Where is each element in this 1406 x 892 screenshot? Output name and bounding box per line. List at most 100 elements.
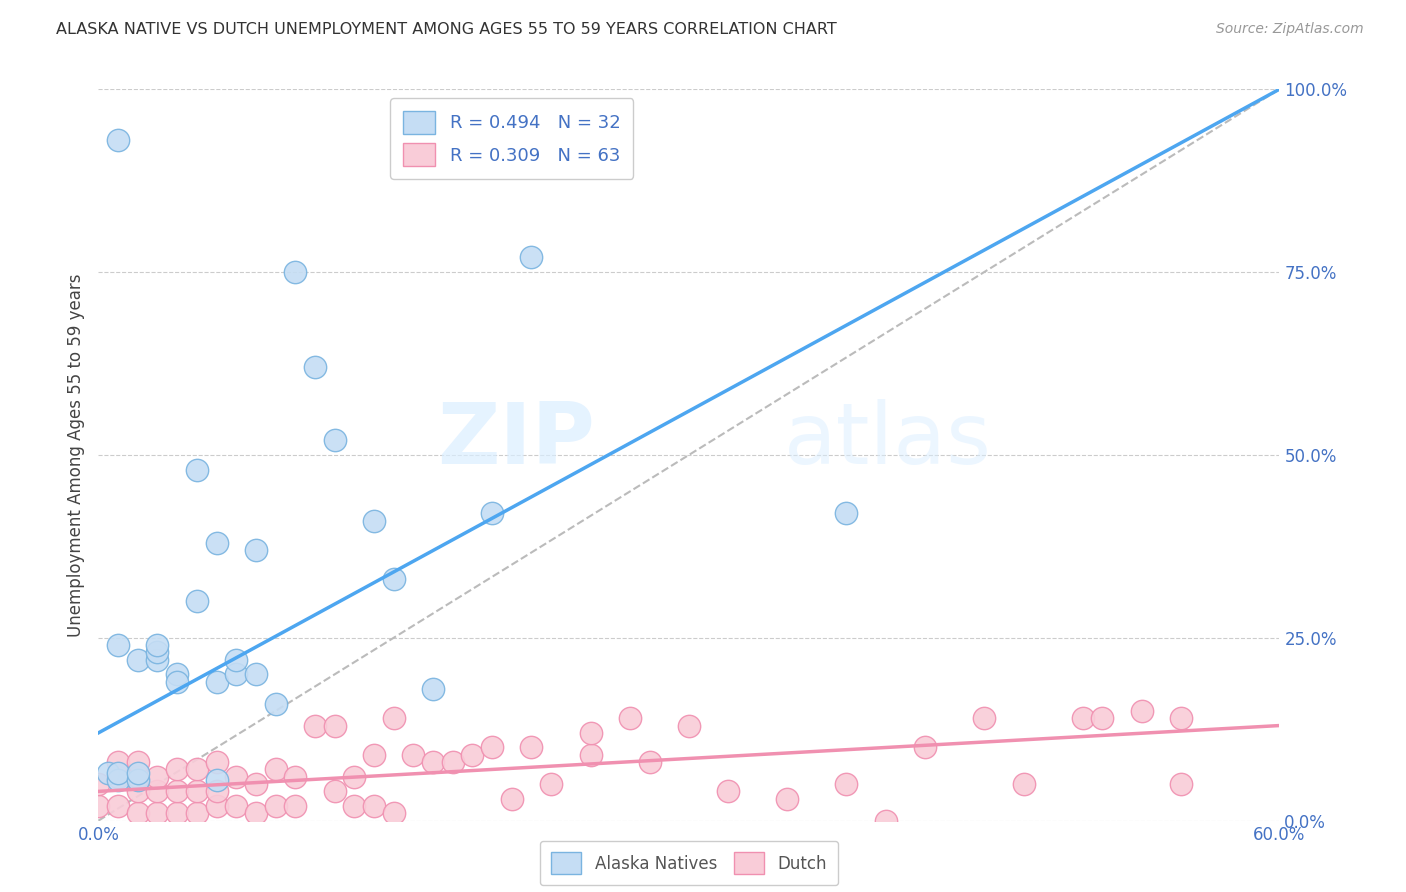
Point bbox=[323, 784, 346, 798]
Point bbox=[973, 711, 995, 725]
Point bbox=[264, 799, 287, 814]
Point bbox=[205, 674, 228, 689]
Point bbox=[107, 638, 129, 652]
Point bbox=[127, 770, 149, 784]
Point bbox=[127, 806, 149, 821]
Point bbox=[245, 543, 267, 558]
Point bbox=[87, 777, 110, 791]
Point bbox=[619, 711, 641, 725]
Point bbox=[107, 770, 129, 784]
Point bbox=[225, 667, 247, 681]
Point bbox=[343, 799, 366, 814]
Y-axis label: Unemployment Among Ages 55 to 59 years: Unemployment Among Ages 55 to 59 years bbox=[66, 273, 84, 637]
Point bbox=[363, 747, 385, 762]
Text: Source: ZipAtlas.com: Source: ZipAtlas.com bbox=[1216, 22, 1364, 37]
Point bbox=[146, 784, 169, 798]
Point bbox=[363, 799, 385, 814]
Point bbox=[245, 806, 267, 821]
Point bbox=[717, 784, 740, 798]
Point bbox=[107, 133, 129, 147]
Point bbox=[166, 674, 188, 689]
Point bbox=[166, 667, 188, 681]
Point bbox=[107, 755, 129, 769]
Point bbox=[382, 711, 405, 725]
Point bbox=[127, 766, 149, 780]
Point bbox=[304, 360, 326, 375]
Point bbox=[205, 535, 228, 549]
Point bbox=[127, 773, 149, 788]
Point bbox=[284, 770, 307, 784]
Point bbox=[914, 740, 936, 755]
Point bbox=[87, 799, 110, 814]
Point bbox=[107, 773, 129, 788]
Point bbox=[127, 784, 149, 798]
Point bbox=[166, 763, 188, 777]
Point bbox=[363, 514, 385, 528]
Point bbox=[146, 653, 169, 667]
Point bbox=[186, 784, 208, 798]
Point bbox=[284, 265, 307, 279]
Point bbox=[1170, 777, 1192, 791]
Point bbox=[501, 791, 523, 805]
Point bbox=[382, 572, 405, 586]
Point bbox=[382, 806, 405, 821]
Point bbox=[540, 777, 562, 791]
Point bbox=[441, 755, 464, 769]
Point bbox=[245, 667, 267, 681]
Point bbox=[245, 777, 267, 791]
Point bbox=[1091, 711, 1114, 725]
Point bbox=[323, 434, 346, 448]
Point bbox=[146, 806, 169, 821]
Point bbox=[1012, 777, 1035, 791]
Point bbox=[205, 755, 228, 769]
Point bbox=[343, 770, 366, 784]
Point bbox=[146, 638, 169, 652]
Point bbox=[520, 740, 543, 755]
Point bbox=[776, 791, 799, 805]
Point bbox=[579, 726, 602, 740]
Point bbox=[481, 507, 503, 521]
Point bbox=[1071, 711, 1094, 725]
Point bbox=[304, 718, 326, 732]
Point bbox=[205, 784, 228, 798]
Point bbox=[225, 770, 247, 784]
Point bbox=[186, 763, 208, 777]
Point bbox=[225, 653, 247, 667]
Point bbox=[461, 747, 484, 762]
Point bbox=[835, 777, 858, 791]
Point bbox=[225, 799, 247, 814]
Point bbox=[205, 773, 228, 788]
Point bbox=[264, 697, 287, 711]
Point bbox=[579, 747, 602, 762]
Point bbox=[422, 681, 444, 696]
Point bbox=[1130, 704, 1153, 718]
Text: atlas: atlas bbox=[783, 399, 991, 482]
Text: ZIP: ZIP bbox=[437, 399, 595, 482]
Point bbox=[127, 653, 149, 667]
Legend: Alaska Natives, Dutch: Alaska Natives, Dutch bbox=[540, 840, 838, 886]
Point bbox=[520, 251, 543, 265]
Point bbox=[323, 718, 346, 732]
Point bbox=[678, 718, 700, 732]
Point bbox=[146, 770, 169, 784]
Point bbox=[284, 799, 307, 814]
Point bbox=[186, 594, 208, 608]
Text: ALASKA NATIVE VS DUTCH UNEMPLOYMENT AMONG AGES 55 TO 59 YEARS CORRELATION CHART: ALASKA NATIVE VS DUTCH UNEMPLOYMENT AMON… bbox=[56, 22, 837, 37]
Point bbox=[481, 740, 503, 755]
Point bbox=[166, 784, 188, 798]
Point bbox=[638, 755, 661, 769]
Point bbox=[422, 755, 444, 769]
Point bbox=[146, 645, 169, 659]
Point bbox=[186, 462, 208, 476]
Point bbox=[127, 755, 149, 769]
Point bbox=[402, 747, 425, 762]
Point bbox=[107, 766, 129, 780]
Point bbox=[107, 799, 129, 814]
Point bbox=[835, 507, 858, 521]
Point bbox=[875, 814, 897, 828]
Point bbox=[1170, 711, 1192, 725]
Point bbox=[166, 806, 188, 821]
Point bbox=[205, 799, 228, 814]
Point bbox=[264, 763, 287, 777]
Point bbox=[97, 766, 120, 780]
